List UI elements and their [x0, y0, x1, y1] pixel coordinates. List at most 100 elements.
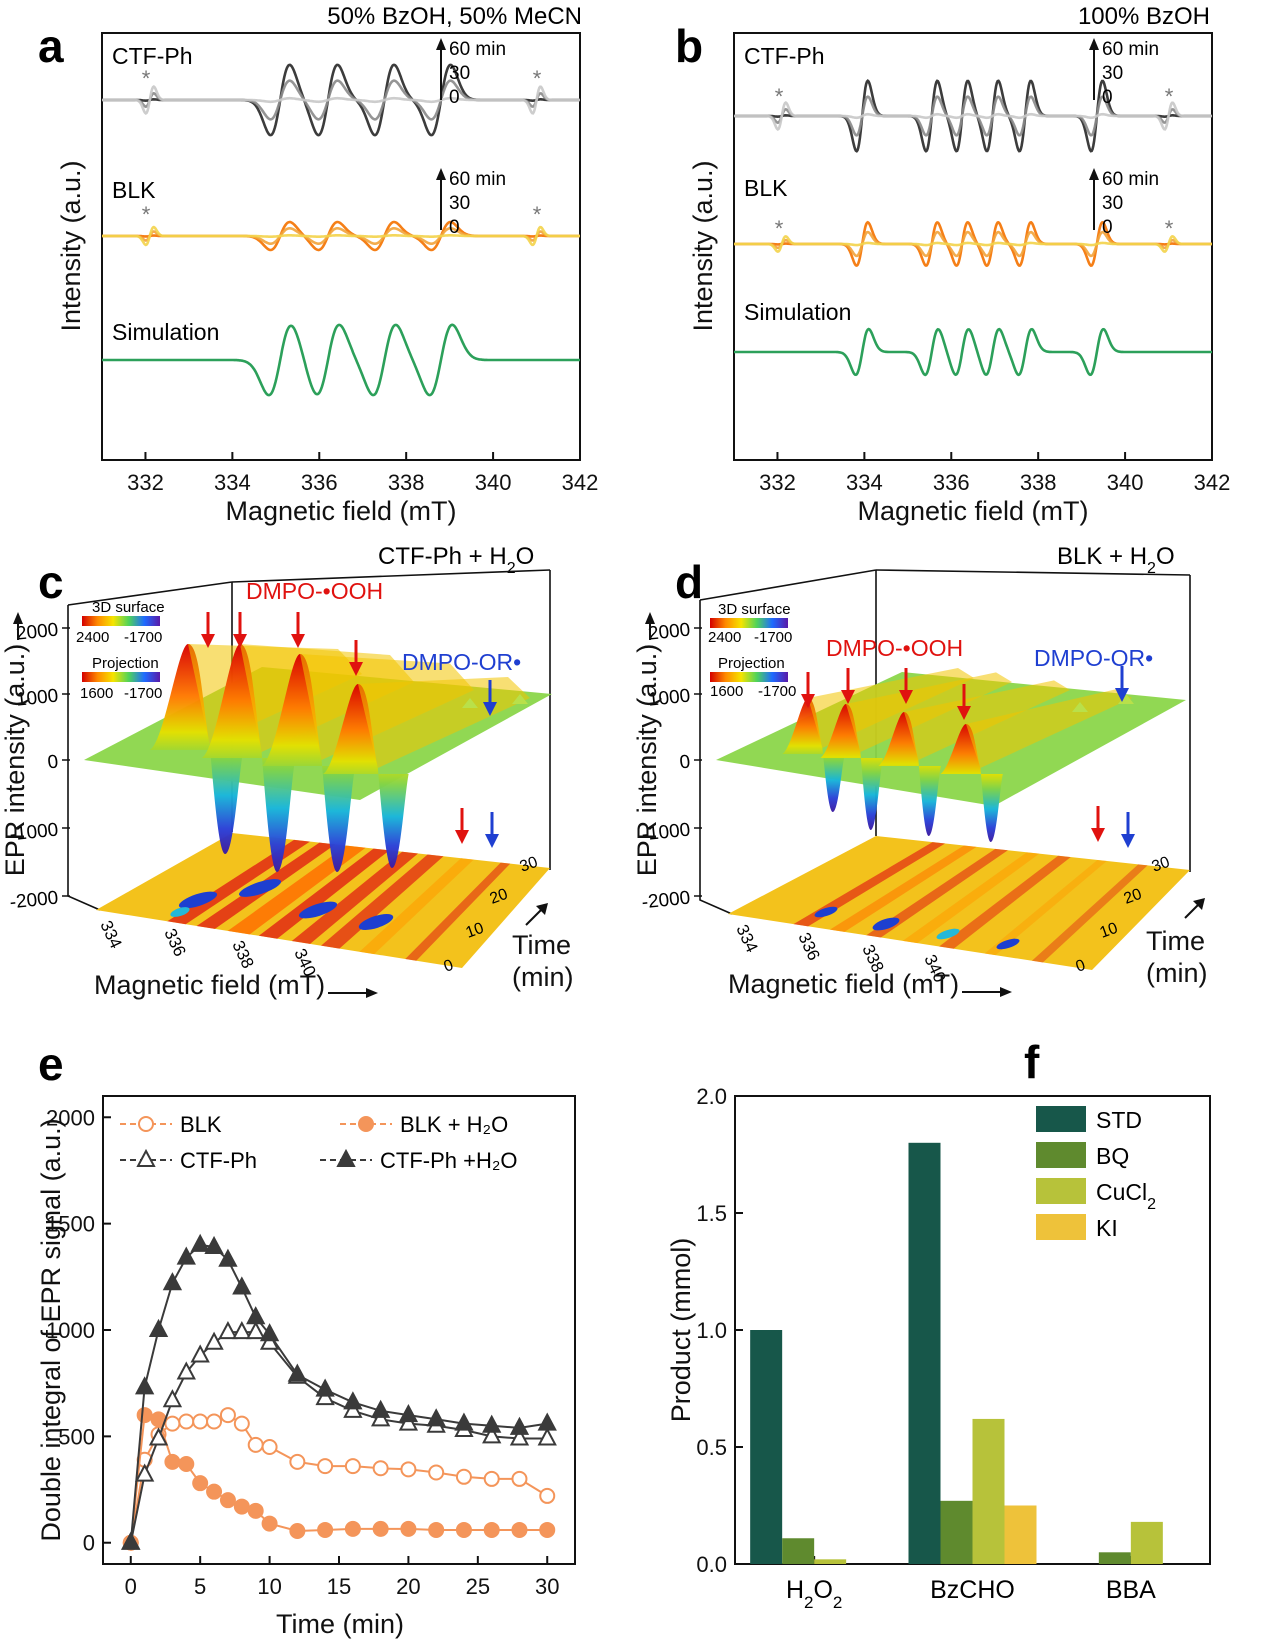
species-arrowhead: [899, 690, 913, 704]
x-tick-label-15: 15: [327, 1574, 351, 1599]
projection-band: [793, 842, 946, 927]
panel-b-star-2: *: [1165, 84, 1174, 109]
point-3: [148, 1318, 169, 1337]
x-tick-label-334: 334: [96, 918, 125, 952]
t-tick-label-20: 20: [488, 886, 511, 908]
z-tick-label--2000: -2000: [641, 887, 692, 913]
z-tick-label-1000: 1000: [647, 685, 691, 710]
surface-ridge: [782, 698, 845, 812]
point-3: [134, 1376, 155, 1395]
t-tick-label-10: 10: [464, 920, 487, 942]
point-1: [344, 1520, 361, 1537]
legend-label-1: BLK + H₂O: [400, 1112, 508, 1137]
panel-c-cbar1-min: 2400: [76, 629, 109, 646]
panel-c-tlabel-1: Time: [512, 930, 571, 960]
point-0: [317, 1458, 334, 1475]
panel-a: a 50% BzOH, 50% MeCN 332 334 336 338 340 342 …: [38, 3, 598, 526]
point-0: [511, 1470, 528, 1487]
panel-c-cbar1-title: 3D surface: [92, 599, 165, 616]
species-arrowhead: [201, 634, 215, 648]
species-arrowhead: [1121, 834, 1135, 848]
point-1: [539, 1521, 556, 1538]
y-tick-label-2.0: 2.0: [696, 1084, 727, 1109]
legend-label-STD: STD: [1096, 1107, 1142, 1133]
panel-a-time-arrowhead-top: [436, 38, 446, 50]
panel-c-t-arrowhead: [536, 903, 548, 915]
legend-label-KI: KI: [1096, 1215, 1118, 1241]
panel-d-zlabel: EPR intensity (a.u.): [632, 644, 662, 877]
point-3: [121, 1531, 141, 1550]
point-0: [247, 1436, 264, 1453]
surface-small-peak: [462, 698, 478, 708]
point-1: [483, 1521, 500, 1538]
t-tick-label-30: 30: [1150, 854, 1173, 876]
panel-e-axes: 0 5 10 15 20 25 30 0 500 1000 1500 2000: [46, 1105, 559, 1599]
point-2: [343, 1399, 363, 1418]
y-tick-label-1000: 1000: [46, 1318, 95, 1343]
panel-d-t-arrowhead: [1193, 898, 1205, 910]
panel-c-cbar2-title: Projection: [92, 655, 159, 672]
surface-ridge: [261, 654, 356, 872]
panel-e-legend: BLK BLK + H₂O CTF-Ph CTF-Ph +H₂O: [120, 1112, 518, 1173]
x-tick-label-20: 20: [396, 1574, 420, 1599]
panel-a-ylabel: Intensity (a.u.): [56, 160, 86, 331]
point-0: [539, 1487, 556, 1504]
point-2: [190, 1344, 210, 1363]
panel-b-time-30-top: 30: [1102, 63, 1123, 84]
panel-a-xticks: 332 334 336 338 340 342: [127, 452, 598, 495]
series-line-3: [129, 1243, 548, 1543]
point-3: [162, 1272, 183, 1291]
point-3: [232, 1276, 252, 1295]
panel-d-box-top-left: [699, 569, 877, 601]
projection-spot: [178, 891, 218, 909]
x-tick-label-334: 334: [732, 922, 761, 956]
x-tick-label-25: 25: [466, 1574, 490, 1599]
x-tick-label-336: 336: [160, 926, 189, 960]
z-tick-label-0: 0: [679, 751, 692, 773]
surface-small-peak: [1072, 702, 1088, 712]
panel-f-axes: 0.0 0.5 1.0 1.5 2.0 H2O2 BzCHO BBA: [696, 1084, 1156, 1612]
panel-c-ooh-label: DMPO-•OOH: [246, 578, 383, 604]
panel-d-condition: BLK + H2O: [1057, 543, 1175, 577]
legend-marker-2: [136, 1148, 156, 1167]
panel-b-star-3: *: [775, 216, 784, 241]
panel-a-time-60-mid: 60 min: [449, 169, 506, 190]
legend-label-CuCl2: CuCl2: [1096, 1179, 1156, 1213]
projection-band: [359, 858, 474, 955]
panel-d-or-label: DMPO-OR•: [1034, 645, 1153, 671]
panel-a-time-30-mid: 30: [449, 193, 470, 214]
x-tick-label-334: 334: [214, 470, 251, 495]
x-tick-label-0: 0: [125, 1574, 137, 1599]
panel-b-time-60-mid: 60 min: [1102, 169, 1159, 190]
projection-band: [405, 862, 511, 961]
point-0: [178, 1413, 195, 1430]
point-0: [428, 1464, 445, 1481]
legend-marker-0: [138, 1116, 154, 1132]
point-1: [372, 1520, 389, 1537]
panel-d-cbar2-min: 1600: [710, 683, 743, 700]
species-arrowhead: [291, 634, 305, 648]
x-tick-label-342: 342: [1194, 470, 1231, 495]
projection-spot: [298, 901, 338, 919]
x-tick-label-336: 336: [794, 930, 823, 964]
point-1: [455, 1521, 472, 1538]
panel-a-time-60-top: 60 min: [449, 39, 506, 60]
panel-c-cbar2-max: -1700: [124, 685, 162, 702]
panel-a-trace-label-sim: Simulation: [112, 319, 219, 345]
panel-e-xlabel: Time (min): [276, 1609, 404, 1639]
point-2: [148, 1427, 169, 1446]
bar-BQ-H2O2: [782, 1538, 815, 1564]
point-2: [537, 1427, 557, 1446]
legend-label-0: BLK: [180, 1112, 222, 1137]
panel-d-ooh-label: DMPO-•OOH: [826, 635, 963, 661]
x-tick-label-332: 332: [127, 470, 164, 495]
legend-label-3: CTF-Ph +H₂O: [380, 1148, 518, 1173]
point-0: [206, 1413, 223, 1430]
t-tick-label-30: 30: [518, 854, 541, 876]
x-tick-label-340: 340: [1107, 470, 1144, 495]
panel-c-t-arrow: [525, 907, 544, 926]
species-arrowhead: [233, 634, 247, 648]
surface-ridge: [820, 704, 883, 830]
